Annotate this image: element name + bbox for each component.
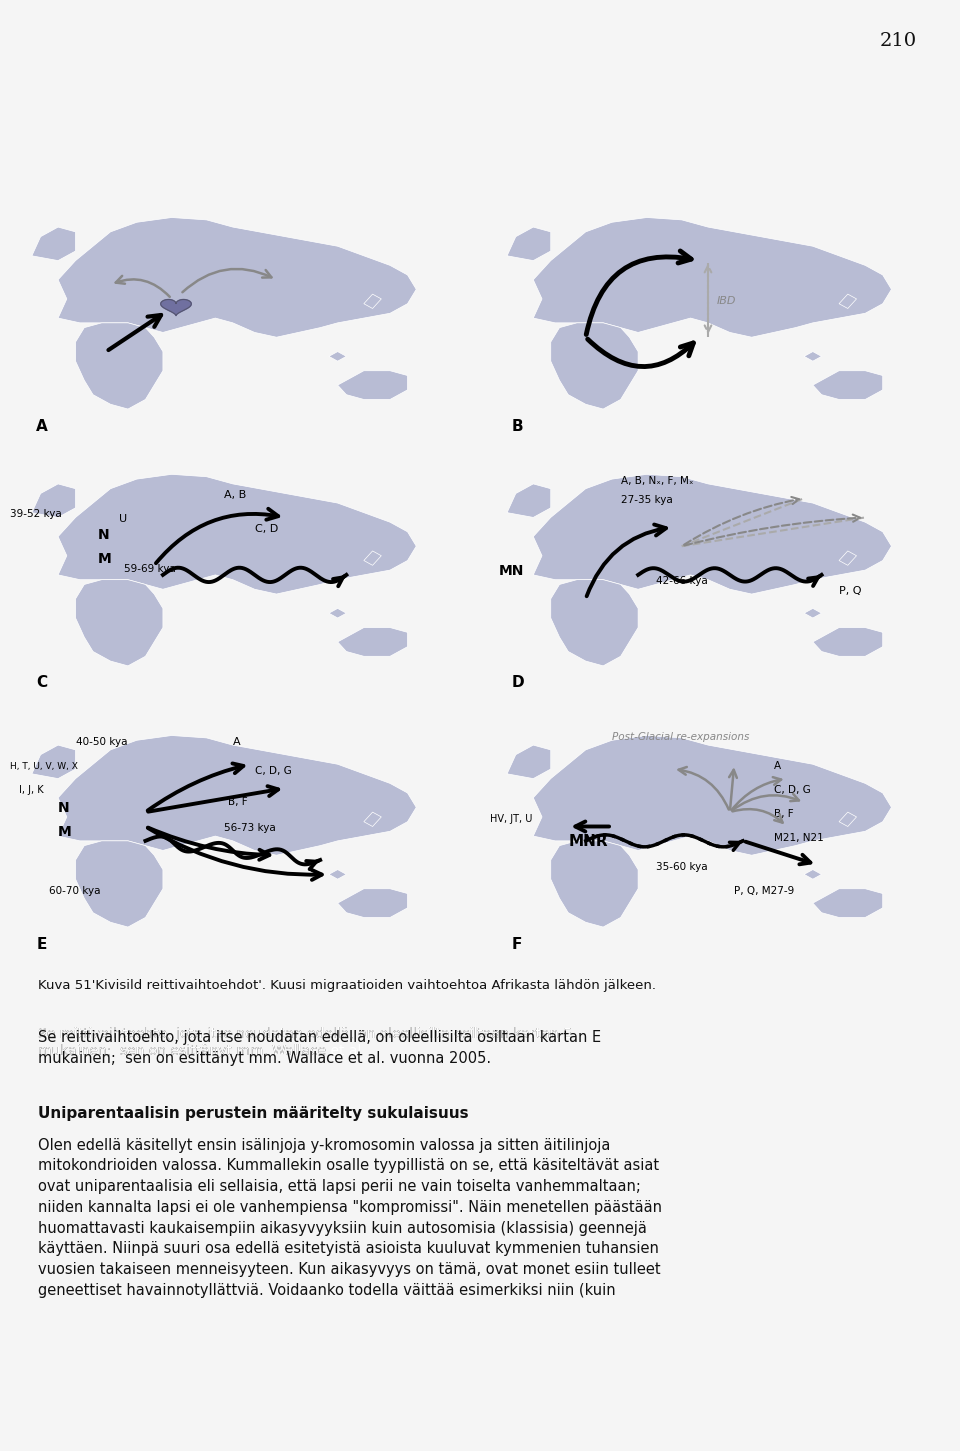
Polygon shape xyxy=(329,608,347,618)
Text: 35-60 kya: 35-60 kya xyxy=(656,862,708,872)
Polygon shape xyxy=(534,736,892,855)
Text: A, B, Nₓ, F, Mₓ: A, B, Nₓ, F, Mₓ xyxy=(621,476,693,486)
Polygon shape xyxy=(76,324,163,409)
Text: Post-Glacial re-expansions: Post-Glacial re-expansions xyxy=(612,733,749,743)
Polygon shape xyxy=(839,813,856,827)
Text: E: E xyxy=(36,936,47,952)
Text: M21, N21: M21, N21 xyxy=(774,833,824,843)
Text: 59-69 kya: 59-69 kya xyxy=(124,564,176,575)
Text: C: C xyxy=(36,675,47,691)
Text: P, Q: P, Q xyxy=(839,586,861,596)
Polygon shape xyxy=(507,746,551,779)
Polygon shape xyxy=(329,869,347,879)
Text: 210: 210 xyxy=(879,32,917,49)
Polygon shape xyxy=(839,551,856,566)
Polygon shape xyxy=(76,842,163,927)
Text: Kuva 51'Kivisild reittivaihtoehdot'. Kuusi migraatioiden vaihtoehtoa Afrikasta l: Kuva 51'Kivisild reittivaihtoehdot'. Kuu… xyxy=(38,979,657,992)
Text: Uniparentaalisin perustein määritelty sukulaisuus: Uniparentaalisin perustein määritelty su… xyxy=(38,1106,469,1120)
Text: 39-52 kya: 39-52 kya xyxy=(10,509,61,519)
Text: 27-35 kya: 27-35 kya xyxy=(621,495,672,505)
Polygon shape xyxy=(507,483,551,518)
Polygon shape xyxy=(364,813,381,827)
Polygon shape xyxy=(551,579,638,666)
Polygon shape xyxy=(32,226,76,261)
Text: B: B xyxy=(512,418,523,434)
Polygon shape xyxy=(32,746,76,779)
Polygon shape xyxy=(76,579,163,666)
Text: C, D: C, D xyxy=(254,524,277,534)
Polygon shape xyxy=(59,474,417,593)
Polygon shape xyxy=(551,842,638,927)
Polygon shape xyxy=(338,888,408,917)
Polygon shape xyxy=(364,295,381,309)
Polygon shape xyxy=(59,736,417,855)
Polygon shape xyxy=(329,351,347,361)
Text: N: N xyxy=(59,801,70,815)
Text: D: D xyxy=(512,675,524,691)
Polygon shape xyxy=(507,226,551,261)
Polygon shape xyxy=(804,351,822,361)
Polygon shape xyxy=(364,551,381,566)
Polygon shape xyxy=(804,608,822,618)
Text: HV, JT, U: HV, JT, U xyxy=(490,814,532,824)
Text: 42-66 kya: 42-66 kya xyxy=(656,576,708,586)
Text: C, D, G: C, D, G xyxy=(774,785,810,795)
Text: Se reittivaihtoehto, jota itse noudatan edellä, on oleellisilta osiltaan kartan : Se reittivaihtoehto, jota itse noudatan … xyxy=(38,1027,572,1058)
Text: C, D, G: C, D, G xyxy=(254,766,292,776)
Text: MN: MN xyxy=(498,564,524,577)
Text: IBD: IBD xyxy=(717,296,736,306)
Polygon shape xyxy=(534,218,892,337)
Text: 56-73 kya: 56-73 kya xyxy=(224,823,276,833)
Text: MNR: MNR xyxy=(568,834,608,849)
Polygon shape xyxy=(813,371,883,399)
Polygon shape xyxy=(551,324,638,409)
Polygon shape xyxy=(839,295,856,309)
Polygon shape xyxy=(813,627,883,656)
Text: A, B: A, B xyxy=(224,490,247,501)
Text: A: A xyxy=(233,737,240,747)
Text: Se reittivaihtoehto, jota itse noudatan edellä, on oleellisilta osiltaan kartan : Se reittivaihtoehto, jota itse noudatan … xyxy=(38,1030,602,1066)
Polygon shape xyxy=(160,299,191,315)
Text: A: A xyxy=(36,418,48,434)
Polygon shape xyxy=(804,869,822,879)
Polygon shape xyxy=(338,627,408,656)
Polygon shape xyxy=(59,218,417,337)
Text: A: A xyxy=(774,760,780,770)
Text: M: M xyxy=(59,826,72,839)
Text: 40-50 kya: 40-50 kya xyxy=(76,737,127,747)
Polygon shape xyxy=(32,483,76,518)
Text: F: F xyxy=(512,936,522,952)
Text: B, F: B, F xyxy=(228,797,248,807)
Polygon shape xyxy=(813,888,883,917)
Polygon shape xyxy=(338,371,408,399)
Text: P, Q, M27-9: P, Q, M27-9 xyxy=(734,885,795,895)
Text: I, J, K: I, J, K xyxy=(19,785,43,795)
Text: U: U xyxy=(119,514,128,524)
Text: Olen edellä käsitellyt ensin isälinjoja y-kromosomin valossa ja sitten äitilinjo: Olen edellä käsitellyt ensin isälinjoja … xyxy=(38,1138,662,1297)
Polygon shape xyxy=(534,474,892,593)
Text: N: N xyxy=(97,528,109,543)
Text: M: M xyxy=(97,551,111,566)
Text: B, F: B, F xyxy=(774,808,793,818)
Text: 60-70 kya: 60-70 kya xyxy=(49,885,101,895)
Text: Se reittivaihtoehto, jota itse noudatan edellä, on oleellisilta osiltaan kartan : Se reittivaihtoehto, jota itse noudatan … xyxy=(38,1027,572,1058)
Text: H, T, U, V, W, X: H, T, U, V, W, X xyxy=(10,762,78,770)
